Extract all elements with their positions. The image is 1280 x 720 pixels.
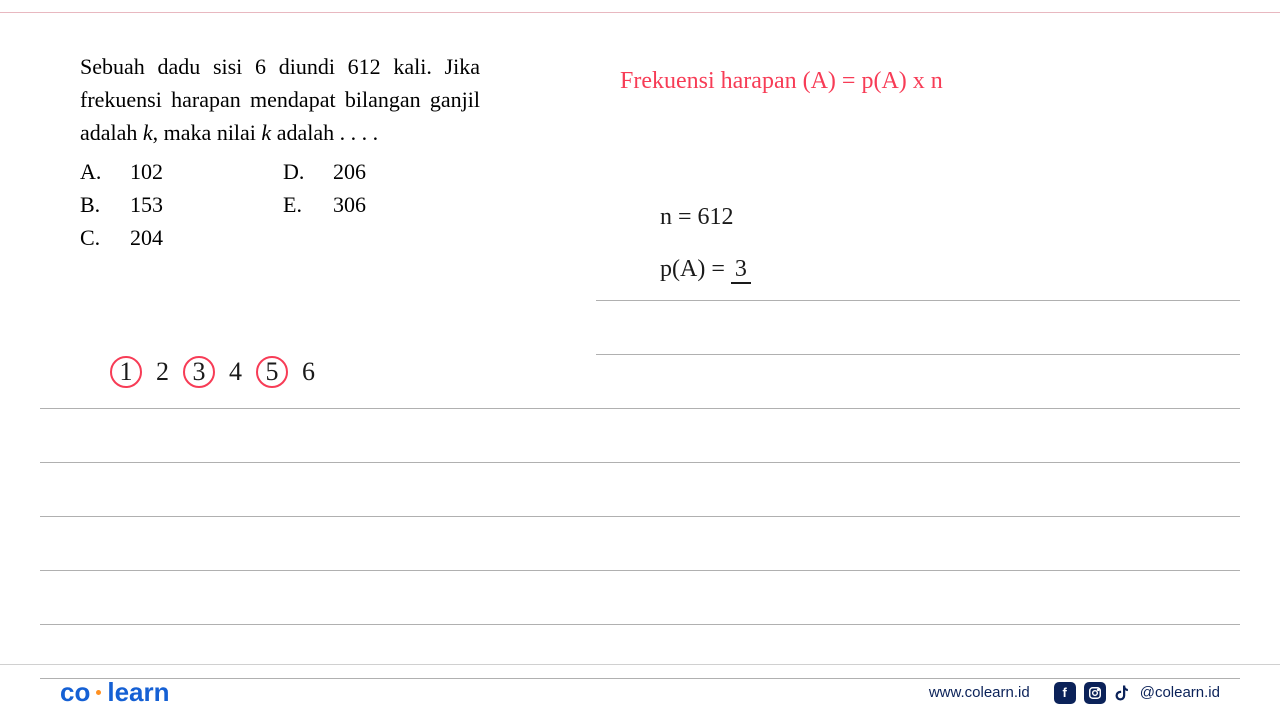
ruled-line [40, 462, 1240, 463]
ruled-line [40, 570, 1240, 571]
social-handle: @colearn.id [1140, 684, 1220, 701]
ruled-line [40, 624, 1240, 625]
question-k1: k [143, 120, 153, 145]
logo-learn: learn [107, 677, 169, 708]
logo-dot-icon [96, 690, 101, 695]
footer: co learn www.colearn.id f @colearn.id [0, 664, 1280, 720]
instagram-icon [1084, 682, 1106, 704]
question-line3-suffix: adalah . . . . [271, 120, 378, 145]
top-divider [0, 12, 1280, 13]
footer-right: www.colearn.id f @colearn.id [929, 682, 1220, 704]
ruled-line [40, 516, 1240, 517]
ruled-lines [0, 170, 1280, 660]
logo: co learn [60, 677, 170, 708]
website-url: www.colearn.id [929, 684, 1030, 701]
content-area: Sebuah dadu sisi 6 diundi 612 kali. Jika… [0, 40, 1280, 660]
question-line3-prefix: adalah [80, 120, 143, 145]
question-text: Sebuah dadu sisi 6 diundi 612 kali. Jika… [80, 50, 480, 149]
logo-co: co [60, 677, 90, 708]
question-line1: Sebuah dadu sisi 6 diundi 612 kali. Jika [80, 54, 480, 79]
facebook-icon: f [1054, 682, 1076, 704]
tiktok-icon [1114, 682, 1132, 704]
question-line2: frekuensi harapan mendapat bilangan ganj… [80, 87, 480, 112]
ruled-line [596, 354, 1240, 355]
ruled-line [596, 300, 1240, 301]
question-k2: k [261, 120, 271, 145]
ruled-line [40, 408, 1240, 409]
social-block: f @colearn.id [1054, 682, 1220, 704]
question-line3-mid: , maka nilai [153, 120, 262, 145]
formula-handwriting: Frekuensi harapan (A) = p(A) x n [620, 68, 943, 95]
